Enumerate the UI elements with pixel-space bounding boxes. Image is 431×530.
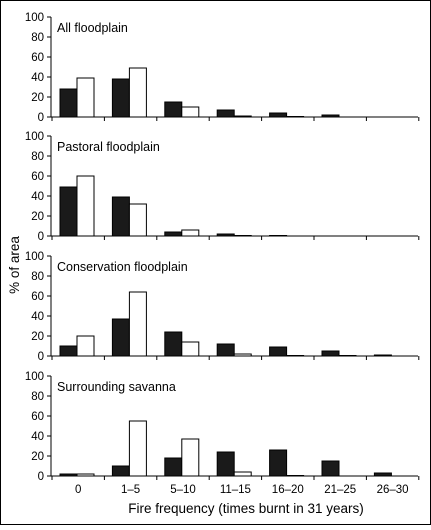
y-tick-label: 20 xyxy=(31,331,44,343)
y-tick-label: 40 xyxy=(31,311,44,323)
bar-2-1-5 xyxy=(338,355,357,357)
bar-0-1-1 xyxy=(128,67,147,118)
bar-3-0-6 xyxy=(373,472,392,477)
bar-3-1-4 xyxy=(286,475,305,477)
y-tick-label: 40 xyxy=(31,72,44,84)
bar-0-1-0 xyxy=(76,77,95,118)
y-axis-title: % of area xyxy=(7,236,22,294)
y-tick-label: 60 xyxy=(31,52,44,64)
x-tick-label: 16–20 xyxy=(272,484,304,496)
x-tick-label: 11–15 xyxy=(220,484,251,496)
bar-0-1-3 xyxy=(233,115,252,118)
bar-1-1-3 xyxy=(233,235,252,237)
y-tick-label: 80 xyxy=(31,391,44,403)
y-tick-label: 40 xyxy=(31,191,44,203)
y-tick-label: 20 xyxy=(31,211,44,223)
y-tick-label: 40 xyxy=(31,431,44,443)
y-tick-label: 0 xyxy=(38,231,44,243)
y-tick-label: 20 xyxy=(31,92,44,104)
bar-3-1-2 xyxy=(181,438,200,477)
bar-2-0-4 xyxy=(269,346,288,357)
bar-2-1-4 xyxy=(286,355,305,357)
bar-2-1-2 xyxy=(181,341,200,357)
bar-3-0-4 xyxy=(269,449,288,477)
x-tick-label: 26–30 xyxy=(377,484,409,496)
bar-2-1-1 xyxy=(128,291,147,357)
bar-0-1-2 xyxy=(181,106,200,118)
panel-title-2: Conservation floodplain xyxy=(57,260,188,274)
bar-2-1-0 xyxy=(76,335,95,357)
bar-3-1-1 xyxy=(128,420,147,477)
y-tick-label: 100 xyxy=(25,371,44,383)
y-tick-label: 100 xyxy=(25,251,44,263)
y-tick-label: 0 xyxy=(38,471,44,483)
bar-1-1-2 xyxy=(181,229,200,237)
bar-0-1-4 xyxy=(286,116,305,118)
bar-1-1-0 xyxy=(76,175,95,237)
y-tick-label: 60 xyxy=(31,171,44,183)
bar-2-0-5 xyxy=(321,350,340,357)
y-tick-label: 60 xyxy=(31,411,44,423)
bar-3-1-3 xyxy=(233,471,252,477)
panel-title-3: Surrounding savanna xyxy=(57,380,176,394)
y-tick-label: 80 xyxy=(31,32,44,44)
bar-2-0-6 xyxy=(373,354,392,357)
panel-title-0: All floodplain xyxy=(57,21,128,35)
bar-0-0-5 xyxy=(321,114,340,118)
y-tick-label: 100 xyxy=(25,12,44,24)
bar-2-1-3 xyxy=(233,353,252,357)
bar-2-0-3 xyxy=(216,343,235,357)
bar-1-1-1 xyxy=(128,203,147,237)
x-tick-label: 0 xyxy=(75,484,81,496)
bar-0-0-3 xyxy=(216,109,235,118)
x-tick-label: 1–5 xyxy=(121,484,140,496)
y-tick-label: 80 xyxy=(31,151,44,163)
panel-title-1: Pastoral floodplain xyxy=(57,140,160,154)
bar-0-0-4 xyxy=(269,112,288,118)
y-tick-label: 60 xyxy=(31,291,44,303)
y-tick-label: 0 xyxy=(38,351,44,363)
bar-3-0-5 xyxy=(321,460,340,477)
y-tick-label: 20 xyxy=(31,451,44,463)
y-tick-label: 100 xyxy=(25,131,44,143)
x-tick-label: 21–25 xyxy=(324,484,356,496)
y-tick-label: 80 xyxy=(31,271,44,283)
bar-3-1-0 xyxy=(76,473,95,477)
x-axis-title: Fire frequency (times burnt in 31 years) xyxy=(128,501,364,516)
y-tick-label: 0 xyxy=(38,112,44,124)
bar-3-0-3 xyxy=(216,451,235,477)
bar-1-0-4 xyxy=(269,235,288,237)
x-tick-label: 5–10 xyxy=(170,484,196,496)
